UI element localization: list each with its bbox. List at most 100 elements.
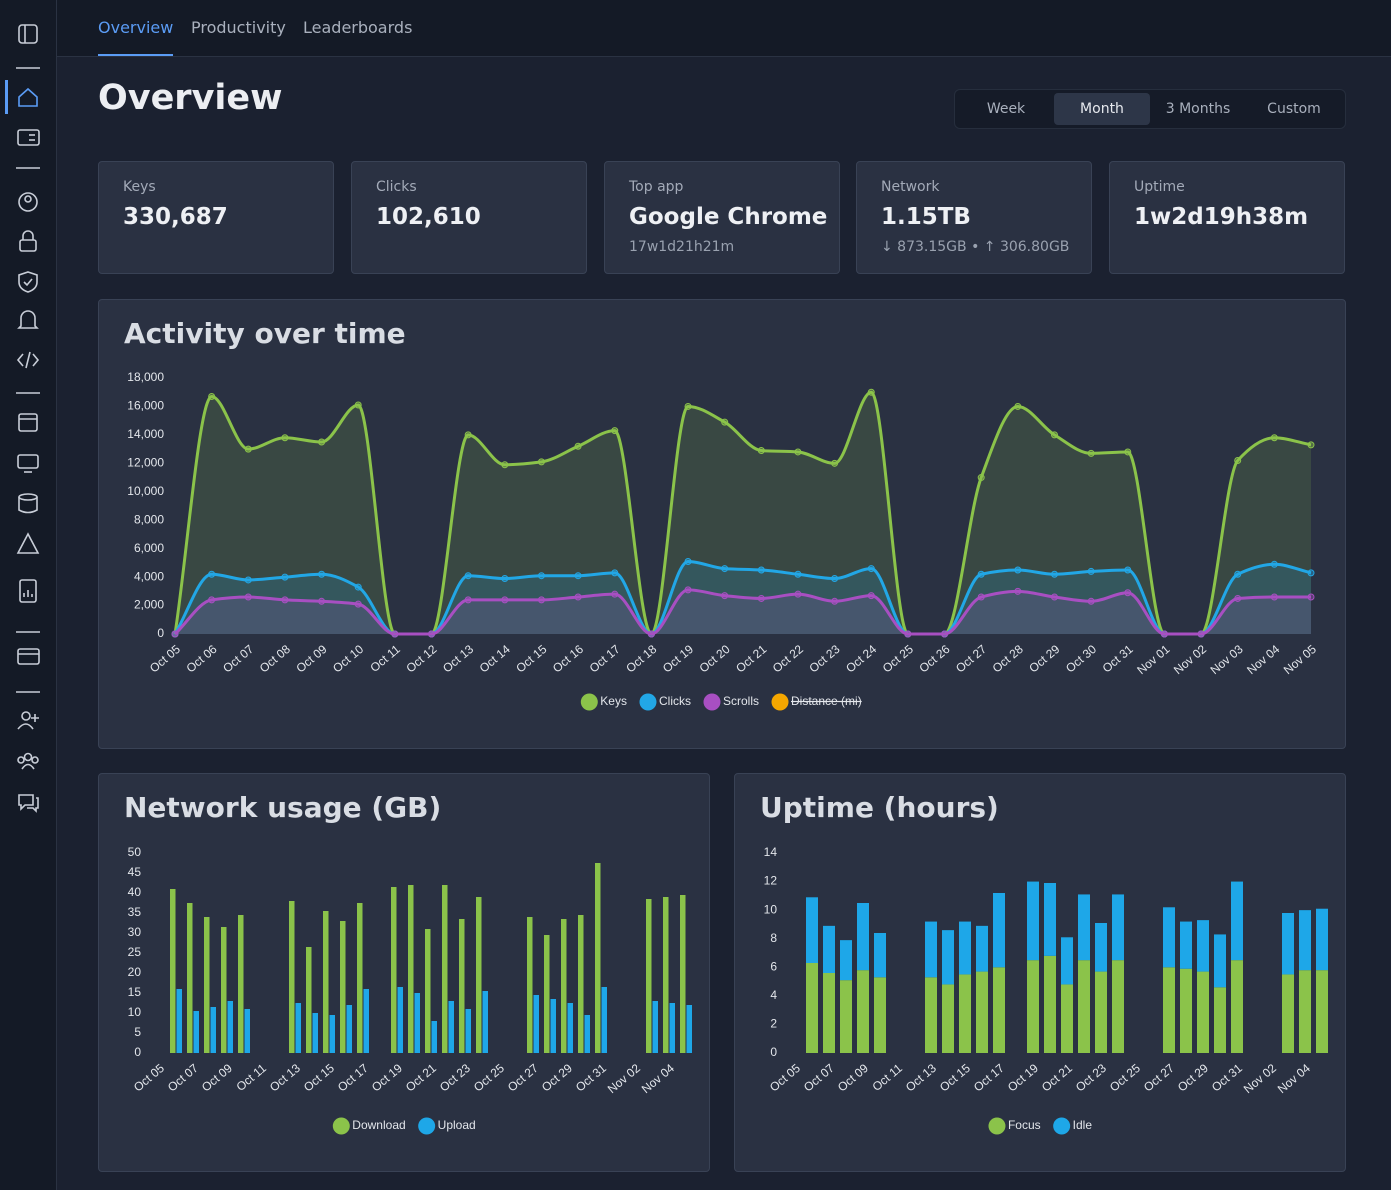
bar: [669, 1003, 675, 1053]
toggle-icon[interactable]: [18, 24, 38, 44]
range-option[interactable]: Week: [986, 101, 1026, 117]
range-option[interactable]: Month: [1054, 93, 1150, 125]
data-point: [757, 447, 765, 455]
range-option[interactable]: Custom: [1267, 101, 1321, 117]
billing-icon[interactable]: [17, 648, 40, 665]
legend-label: Keys: [600, 694, 627, 708]
data-point: [501, 596, 509, 604]
y-tick-label: 10: [764, 902, 778, 916]
y-tick-label: 25: [128, 945, 142, 959]
lock-icon[interactable]: [19, 239, 37, 252]
nav-tab[interactable]: Overview: [98, 0, 174, 56]
x-tick-label: Oct 15: [301, 1061, 337, 1095]
stat-label: Network: [881, 179, 940, 195]
data-point: [831, 459, 839, 467]
y-tick-label: 14,000: [127, 427, 164, 441]
monitor-icon[interactable]: [17, 454, 39, 469]
bar: [391, 887, 397, 1053]
bar-segment: [993, 893, 1005, 968]
bar: [329, 1015, 335, 1053]
database-icon[interactable]: [18, 493, 38, 501]
x-tick-label: Oct 31: [573, 1061, 609, 1095]
card-icon[interactable]: [17, 129, 40, 146]
y-tick-label: 10,000: [127, 484, 164, 498]
legend-swatch: [771, 693, 789, 711]
user-icon[interactable]: [18, 192, 38, 212]
chat-icon[interactable]: [18, 794, 34, 811]
data-point: [1160, 630, 1168, 638]
stat-value: 330,687: [123, 204, 228, 230]
x-tick-label: Oct 10: [330, 642, 366, 676]
team-icon[interactable]: [23, 752, 33, 762]
nav-tab[interactable]: Productivity: [191, 18, 286, 37]
x-tick-label: Oct 11: [234, 1061, 270, 1094]
x-tick-label: Oct 25: [880, 642, 916, 676]
x-tick-label: Oct 23: [806, 642, 842, 676]
data-point: [1087, 449, 1095, 457]
bar: [323, 911, 329, 1053]
data-point: [574, 593, 582, 601]
code-icon[interactable]: [16, 351, 40, 369]
data-point: [244, 576, 252, 584]
data-point: [537, 572, 545, 580]
x-tick-label: Oct 14: [477, 642, 513, 676]
data-point: [391, 630, 399, 638]
x-tick-label: Oct 13: [903, 1061, 939, 1095]
chart-title: Network usage (GB): [124, 791, 441, 824]
range-option[interactable]: 3 Months: [1165, 101, 1231, 117]
data-point: [501, 461, 509, 469]
bar: [289, 901, 295, 1053]
data-point: [721, 418, 729, 426]
data-point: [684, 402, 692, 410]
series-line: [173, 390, 1312, 636]
data-point: [318, 570, 326, 578]
stat-value: 102,610: [376, 204, 481, 230]
bar-segment: [823, 925, 835, 973]
window-icon[interactable]: [18, 413, 38, 432]
x-tick-label: Oct 31: [1209, 1061, 1245, 1095]
data-point: [977, 570, 985, 578]
bar-segment: [1095, 923, 1107, 972]
x-tick-label: Oct 26: [916, 642, 952, 676]
data-point: [1307, 569, 1315, 577]
area-fill: [175, 589, 1311, 634]
y-tick-label: 8: [770, 931, 777, 945]
data-point: [537, 596, 545, 604]
x-tick-label: Oct 17: [335, 1061, 371, 1095]
bar: [527, 917, 533, 1053]
x-tick-label: Oct 19: [660, 642, 696, 676]
data-point: [354, 583, 362, 591]
bar: [476, 897, 482, 1053]
bar: [550, 999, 556, 1053]
data-point: [867, 565, 875, 573]
home-icon[interactable]: [18, 87, 38, 107]
y-tick-label: 5: [134, 1025, 141, 1039]
stat-card: Clicks 102,610: [351, 161, 587, 274]
x-tick-label: Nov 04: [639, 1061, 677, 1096]
stat-label: Uptime: [1134, 179, 1185, 195]
bar: [340, 921, 346, 1053]
legend-label: Upload: [438, 1118, 476, 1132]
x-tick-label: Oct 25: [1107, 1061, 1143, 1095]
x-tick-label: Nov 05: [1281, 642, 1319, 677]
shield-icon[interactable]: [18, 271, 38, 293]
data-point: [794, 448, 802, 456]
stat-label: Clicks: [376, 179, 417, 195]
bar: [431, 1021, 437, 1053]
legend-label: Idle: [1073, 1118, 1093, 1132]
legend: Download Upload: [332, 1117, 476, 1135]
data-point: [281, 434, 289, 442]
add-user-icon[interactable]: [21, 711, 31, 721]
y-tick-label: 4: [770, 988, 777, 1002]
data-point: [721, 592, 729, 600]
y-tick-label: 8,000: [134, 512, 164, 526]
x-tick-label: Oct 27: [953, 642, 989, 676]
nav-tab[interactable]: Leaderboards: [303, 18, 413, 37]
legend-swatch: [639, 693, 657, 711]
x-tick-label: Oct 23: [437, 1061, 473, 1095]
bar-segment: [1044, 955, 1056, 1053]
mountain-icon[interactable]: [16, 532, 40, 554]
bar-segment: [1027, 881, 1039, 961]
bell-icon[interactable]: [17, 310, 39, 329]
report-icon[interactable]: [19, 579, 37, 603]
